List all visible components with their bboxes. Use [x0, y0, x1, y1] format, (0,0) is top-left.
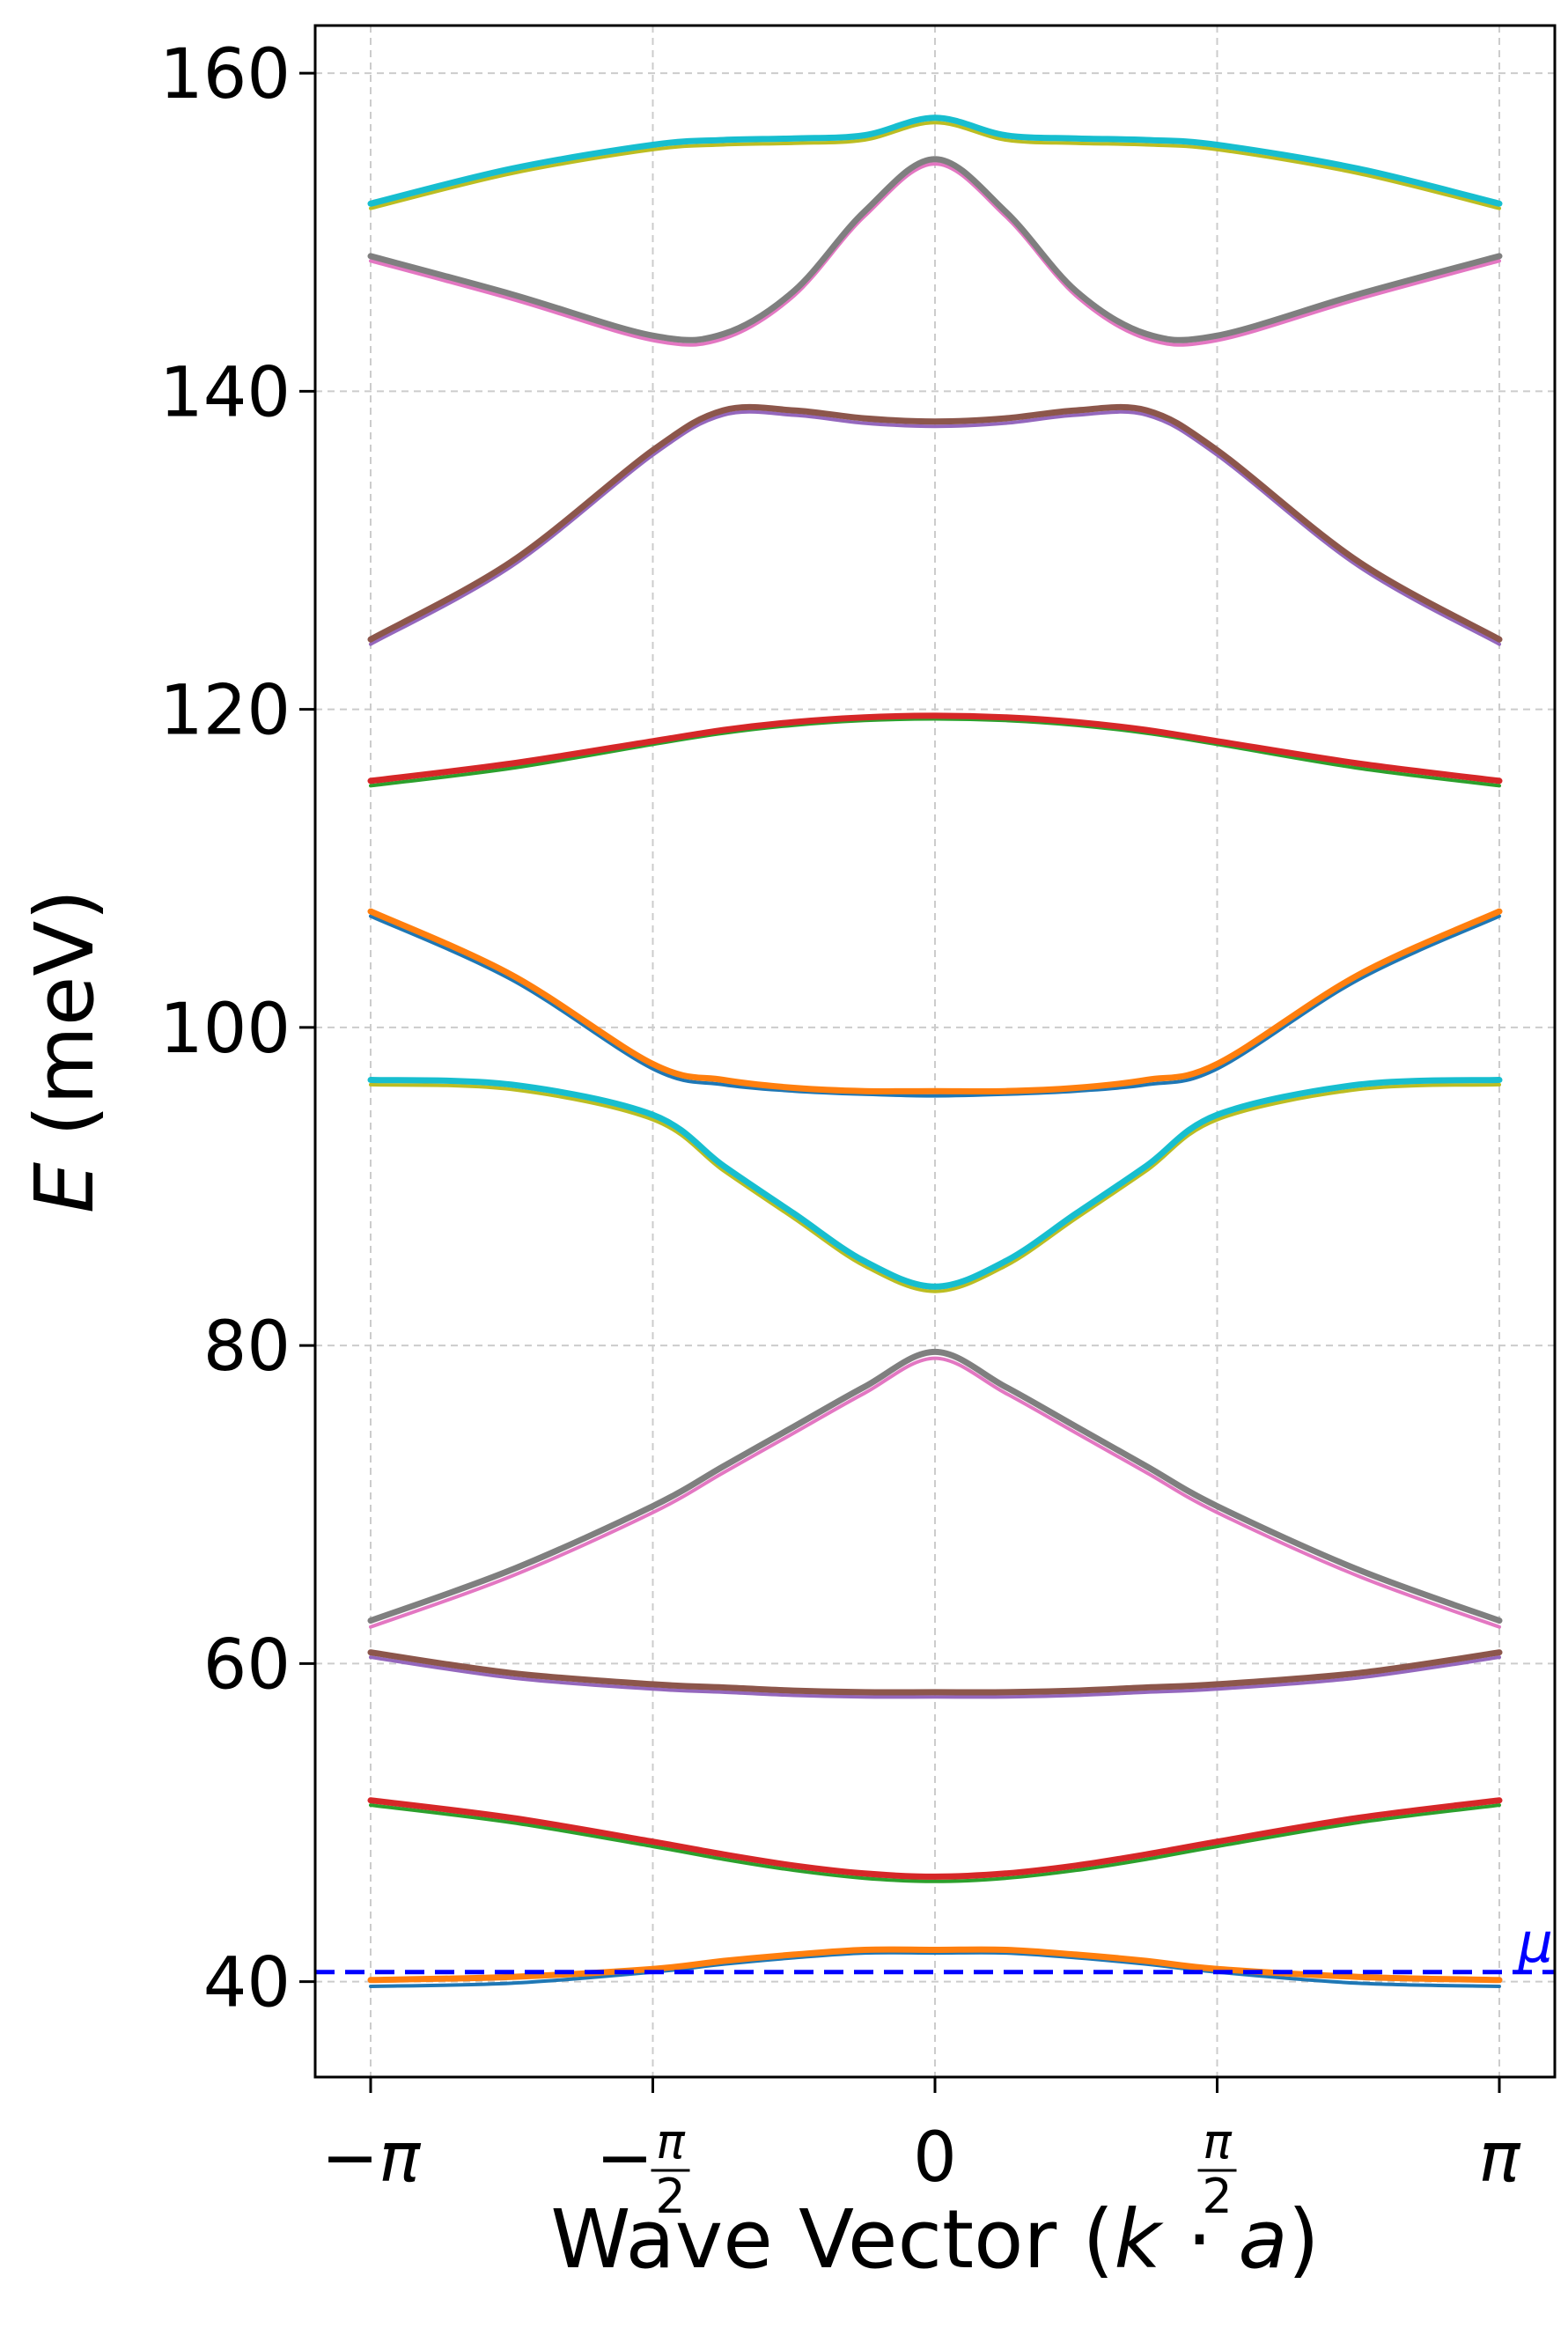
y-axis-label: E (meV): [18, 889, 112, 1213]
y-tick-label: 80: [203, 1308, 291, 1387]
band-line-16: [367, 403, 1503, 643]
x-tick-label: 0: [913, 2118, 957, 2198]
band-line-10: [367, 1077, 1503, 1290]
band-line-3: [369, 1803, 1501, 1883]
x-tick-label: π: [1479, 2118, 1521, 2198]
band-line-20: [367, 114, 1503, 207]
band-line-7: [369, 1356, 1501, 1629]
grid-lines: [315, 26, 1555, 2077]
band-line-17: [369, 162, 1501, 347]
x-tick-label: − π2: [596, 2114, 690, 2224]
y-tick-label: 40: [203, 1944, 291, 2023]
x-tick-label-denominator: 2: [655, 2169, 685, 2224]
x-tick-label: −π: [321, 2118, 421, 2198]
y-tick-label: 60: [203, 1625, 291, 1705]
band-line-13: [369, 717, 1501, 788]
reference-line-group: μ: [315, 1911, 1555, 1975]
x-axis-ticks: −π − π2 0 π2 π: [321, 2077, 1521, 2224]
x-tick-label-denominator: 2: [1202, 2169, 1232, 2224]
band-line-1: [369, 1950, 1501, 1988]
band-line-12: [367, 908, 1503, 1094]
plot-lines: [367, 114, 1503, 1988]
band-line-18: [367, 156, 1503, 343]
x-tick-label-sign: −: [596, 2118, 653, 2198]
x-tick-label: π2: [1197, 2114, 1237, 2224]
y-axis-ticks: 40 60 80 100 120 140 160: [159, 35, 315, 2023]
band-line-4: [367, 1797, 1503, 1880]
x-tick-label-numerator: π: [656, 2114, 686, 2170]
y-tick-label: 100: [159, 990, 291, 1069]
y-tick-label: 120: [159, 672, 291, 751]
x-axis-label: Wave Vector (k · a): [550, 2192, 1319, 2287]
band-line-15: [369, 409, 1501, 646]
band-line-11: [369, 914, 1501, 1098]
band-line-5: [369, 1655, 1501, 1699]
band-line-6: [367, 1649, 1503, 1696]
y-tick-label: 160: [159, 35, 291, 114]
y-tick-label: 140: [159, 353, 291, 432]
band-line-14: [367, 712, 1503, 785]
chemical-potential-label: μ: [1518, 1911, 1553, 1975]
band-line-9: [369, 1082, 1501, 1293]
x-tick-label-numerator: π: [1203, 2114, 1233, 2170]
band-line-19: [369, 121, 1501, 210]
band-line-8: [367, 1348, 1503, 1624]
